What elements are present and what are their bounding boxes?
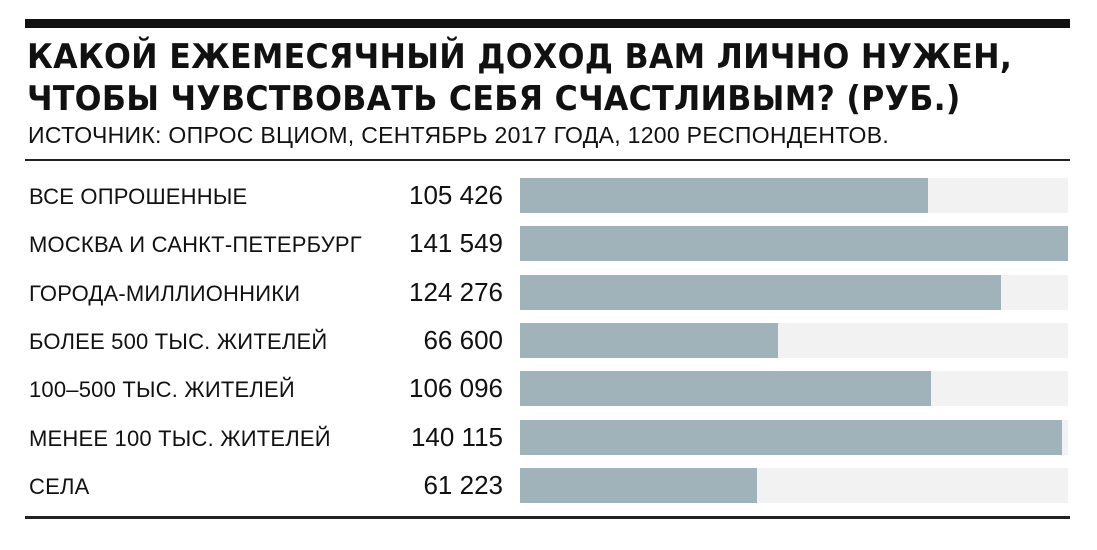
category-label: МЕНЕЕ 100 ТЫС. ЖИТЕЛЕЙ: [29, 425, 331, 451]
category-label: БОЛЕЕ 500 ТЫС. ЖИТЕЛЕЙ: [29, 328, 328, 354]
bar-row: 100–500 ТЫС. ЖИТЕЛЕЙ 106 096: [0, 371, 1097, 407]
value-label: 66 600: [423, 324, 503, 355]
category-label: 100–500 ТЫС. ЖИТЕЛЕЙ: [29, 377, 295, 403]
bar-track: [520, 419, 1068, 455]
value-label: 61 223: [423, 469, 503, 500]
title-line-1: КАКОЙ ЕЖЕМЕСЯЧНЫЙ ДОХОД ВАМ ЛИЧНО НУЖЕН,: [27, 37, 1013, 77]
bar-track: [520, 322, 1068, 358]
bar-row: ГОРОДА-МИЛЛИОННИКИ 124 276: [0, 274, 1097, 311]
bar: [520, 419, 1063, 455]
bar: [520, 467, 758, 503]
bar-row: МЕНЕЕ 100 ТЫС. ЖИТЕЛЕЙ 140 115: [0, 419, 1097, 456]
category-label: МОСКВА И САНКТ-ПЕТЕРБУРГ: [29, 232, 362, 258]
chart-subtitle: ИСТОЧНИК: ОПРОС ВЦИОМ, СЕНТЯБРЬ 2017 ГОД…: [28, 122, 890, 148]
value-label: 124 276: [409, 276, 503, 307]
category-label: ВСЕ ОПРОШЕННЫЕ: [29, 184, 248, 209]
category-label: ГОРОДА-МИЛЛИОННИКИ: [29, 280, 301, 306]
top-rule: [25, 19, 1070, 28]
bar: [520, 274, 1002, 310]
bar: [520, 226, 1068, 262]
bar-track: [520, 274, 1068, 310]
value-label: 141 549: [409, 228, 503, 259]
bottom-rule: [25, 516, 1070, 519]
value-label: 140 115: [410, 421, 503, 452]
bar-track: [520, 178, 1068, 213]
bar-track: [520, 226, 1068, 262]
category-label: СЕЛА: [29, 473, 90, 499]
bar-row: МОСКВА И САНКТ-ПЕТЕРБУРГ 141 549: [0, 226, 1097, 262]
bar-row: БОЛЕЕ 500 ТЫС. ЖИТЕЛЕЙ 66 600: [0, 322, 1097, 359]
bar-track: [520, 371, 1068, 407]
bar-track: [520, 467, 1068, 503]
bar: [520, 322, 778, 358]
value-label: 106 096: [409, 373, 503, 404]
value-label: 105 426: [409, 180, 503, 210]
bar: [520, 371, 931, 407]
chart-title: КАКОЙ ЕЖЕМЕСЯЧНЫЙ ДОХОД ВАМ ЛИЧНО НУЖЕН,…: [27, 36, 1012, 120]
bar-row: ВСЕ ОПРОШЕННЫЕ 105 426: [0, 178, 1097, 214]
bar: [520, 178, 929, 213]
title-line-2: ЧТОБЫ ЧУВСТВОВАТЬ СЕБЯ СЧАСТЛИВЫМ? (РУБ.…: [27, 79, 961, 119]
divider-rule: [25, 159, 1070, 161]
bar-row: СЕЛА 61 223: [0, 467, 1097, 504]
